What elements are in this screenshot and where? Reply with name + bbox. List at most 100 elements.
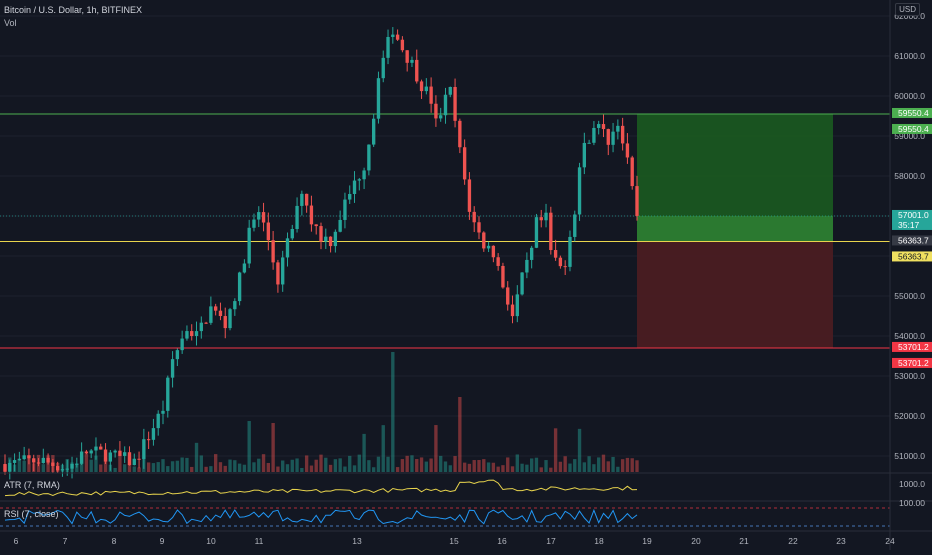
volume-bar xyxy=(496,466,500,472)
candle-body xyxy=(309,205,314,225)
volume-bar xyxy=(544,460,548,472)
price-tick-label: 61000.0 xyxy=(894,51,925,61)
volume-bar xyxy=(290,459,294,472)
candle-body xyxy=(151,428,156,440)
volume-bar xyxy=(477,460,481,472)
volume-bar xyxy=(592,464,596,472)
volume-bar xyxy=(166,466,170,472)
rsi-line xyxy=(4,508,638,525)
symbol-legend[interactable]: Bitcoin / U.S. Dollar, 1h, BITFINEX Vol xyxy=(4,4,142,30)
candle-body xyxy=(620,125,625,144)
price-tag xyxy=(892,107,932,118)
candle-body xyxy=(510,304,515,317)
price-tag-label: 59550.4 xyxy=(898,124,929,134)
symbol-title[interactable]: Bitcoin / U.S. Dollar, 1h, BITFINEX xyxy=(4,5,143,15)
candle-body xyxy=(22,455,26,460)
volume-bar xyxy=(113,467,117,472)
time-tick-label: 21 xyxy=(739,536,749,546)
time-tick-label: 22 xyxy=(788,536,798,546)
candle-body xyxy=(319,226,323,242)
candle-body xyxy=(94,446,98,451)
volume-bar xyxy=(620,459,625,472)
volume-bar xyxy=(597,457,601,472)
volume-bar xyxy=(247,421,251,472)
candle-body xyxy=(611,131,615,145)
volume-bar xyxy=(367,460,371,472)
candle-body xyxy=(395,34,400,40)
rsi-tick-label: 100.00 xyxy=(899,498,925,508)
candle-body xyxy=(8,462,12,472)
candle-body xyxy=(376,78,381,119)
candle-body xyxy=(529,247,534,260)
candle-body xyxy=(247,227,251,264)
candle-body xyxy=(482,232,486,249)
candle-body xyxy=(472,211,476,223)
volume-bar xyxy=(462,462,467,472)
time-tick-label: 19 xyxy=(642,536,652,546)
volume-label[interactable]: Vol xyxy=(4,18,17,28)
rsi-legend[interactable]: RSI (7, close) xyxy=(4,509,59,519)
volume-bar xyxy=(304,455,309,472)
volume-bar xyxy=(410,455,414,472)
time-tick-label: 16 xyxy=(497,536,507,546)
volume-bar xyxy=(472,460,476,472)
price-tag xyxy=(892,341,932,352)
candle-body xyxy=(348,193,352,200)
loss-zone xyxy=(637,241,833,348)
time-tick-label: 15 xyxy=(449,536,459,546)
candle-body xyxy=(113,450,117,453)
price-tick-label: 58000.0 xyxy=(894,171,925,181)
atr-legend[interactable]: ATR (7, RMA) xyxy=(4,480,60,490)
volume-bar xyxy=(180,457,184,472)
candle-body xyxy=(290,229,294,239)
candle-body xyxy=(415,59,419,82)
candle-body xyxy=(161,410,165,414)
volume-bar xyxy=(285,464,290,472)
volume-bar xyxy=(319,454,323,472)
volume-bar xyxy=(314,459,318,472)
currency-badge[interactable]: USD xyxy=(895,3,920,16)
volume-bar xyxy=(467,463,472,472)
candle-body xyxy=(3,464,7,472)
countdown-label: 35:17 xyxy=(898,220,920,230)
price-tag-label: 57001.0 xyxy=(898,210,929,220)
price-tag-label: 56363.7 xyxy=(898,251,929,261)
time-tick-label: 10 xyxy=(206,536,216,546)
candle-body xyxy=(506,287,510,305)
candle-body xyxy=(12,460,17,463)
volume-bar xyxy=(175,460,180,472)
volume-bar xyxy=(611,456,615,472)
candle-body xyxy=(439,115,443,119)
volume-bar xyxy=(190,466,194,472)
time-tick-label: 23 xyxy=(836,536,846,546)
volume-bar xyxy=(281,460,285,472)
candle-body xyxy=(491,245,496,258)
volume-bar xyxy=(261,454,266,472)
candle-body xyxy=(386,36,390,58)
candle-body xyxy=(587,142,591,144)
candle-body xyxy=(362,170,366,180)
volume-bar xyxy=(573,459,577,472)
candle-body xyxy=(84,451,89,454)
volume-bar xyxy=(386,456,390,472)
candle-body xyxy=(108,452,113,462)
candle-body xyxy=(553,250,558,258)
volume-bar xyxy=(458,397,462,472)
volume-bar xyxy=(348,455,352,472)
candle-body xyxy=(185,331,189,339)
candle-body xyxy=(75,463,79,465)
volume-bar xyxy=(616,466,620,472)
volume-bar xyxy=(185,457,189,472)
price-tag xyxy=(892,357,932,368)
volume-bar xyxy=(343,466,347,472)
candle-body xyxy=(367,144,371,171)
candle-body xyxy=(156,413,160,429)
volume-bar xyxy=(338,458,342,472)
time-tick-label: 17 xyxy=(546,536,556,546)
volume-bar xyxy=(501,465,505,472)
candle-body xyxy=(166,377,170,411)
candle-body xyxy=(118,450,122,456)
long-position-tool[interactable] xyxy=(637,113,833,348)
